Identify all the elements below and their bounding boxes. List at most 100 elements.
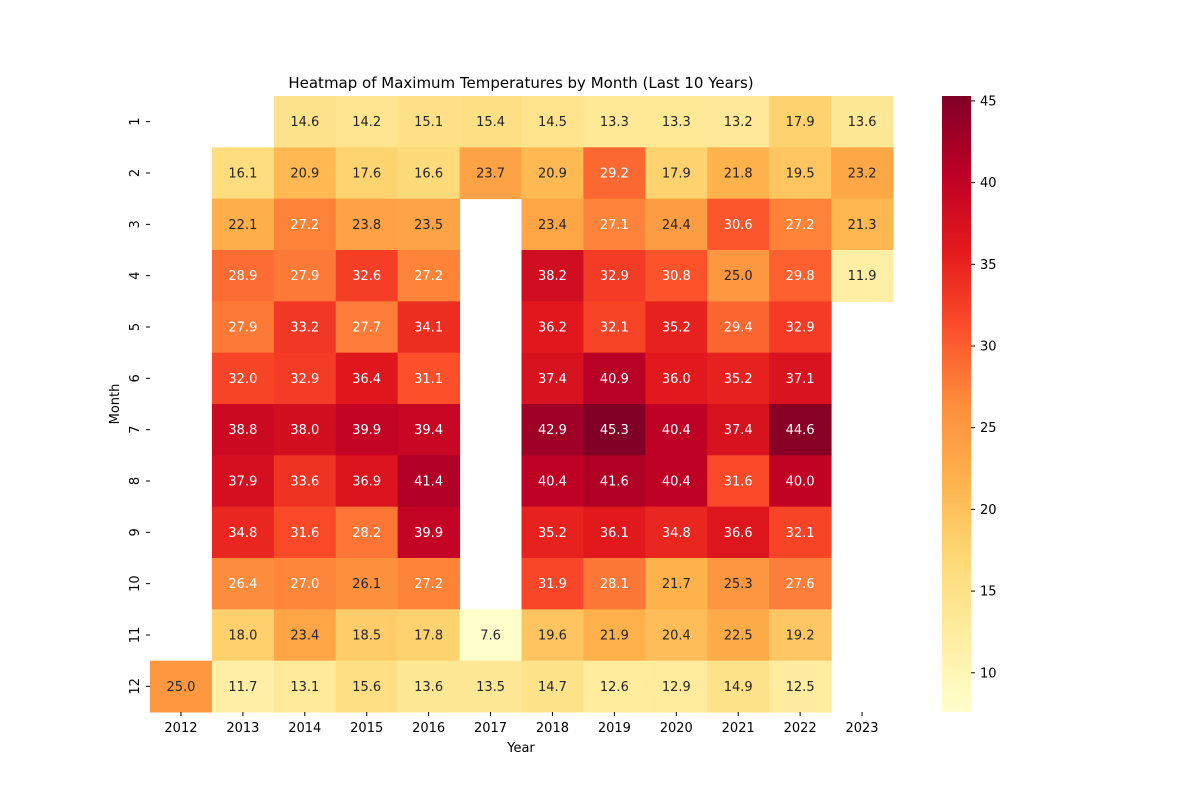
cell-label: 37.1: [786, 372, 815, 387]
cell-label: 32.9: [600, 269, 629, 284]
heatmap-cell: [769, 198, 832, 251]
heatmap-cell: [769, 301, 832, 354]
cell-label: 17.8: [414, 629, 443, 644]
heatmap-cell: [645, 147, 708, 200]
heatmap-cell: [397, 250, 461, 302]
heatmap-cell: [583, 455, 646, 508]
chart-title: Heatmap of Maximum Temperatures by Month…: [288, 74, 753, 92]
cell-label: 22.1: [228, 218, 257, 233]
heatmap-cell: [831, 96, 894, 148]
heatmap-cell: [335, 352, 399, 405]
cell-label: 12.9: [662, 680, 691, 695]
x-tick-label: 2021: [722, 721, 755, 736]
heatmap-cell: [211, 609, 275, 662]
heatmap-cell: [521, 96, 584, 148]
cell-label: 30.6: [724, 218, 753, 233]
colorbar-tick-label: 40: [980, 176, 997, 191]
cell-label: 29.2: [600, 167, 629, 182]
cell-label: 19.6: [538, 629, 567, 644]
x-tick-label: 2017: [474, 721, 507, 736]
heatmap-cell: [397, 506, 461, 559]
heatmap-cell: [211, 147, 275, 200]
heatmap-cell: [273, 250, 337, 302]
cell-label: 12.5: [786, 680, 815, 695]
cell-label: 24.4: [662, 218, 691, 233]
cell-label: 37.4: [724, 423, 753, 438]
x-tick-label: 2013: [226, 721, 259, 736]
cell-label: 30.8: [662, 269, 691, 284]
cell-label: 36.4: [352, 372, 381, 387]
cell-label: 34.1: [414, 321, 443, 336]
heatmap-cell: [645, 455, 708, 508]
cell-label: 21.8: [724, 167, 753, 182]
x-axis-label: Year: [506, 741, 535, 756]
colorbar-ticks: 10 15 20 25 30 35 40 45: [971, 94, 997, 681]
heatmap-cell: [273, 352, 337, 405]
cell-label: 31.1: [414, 372, 443, 387]
heatmap-cell: [397, 301, 461, 354]
heatmap-cell: [645, 506, 708, 559]
cell-label: 21.9: [600, 629, 629, 644]
heatmap-cell: [397, 147, 461, 200]
cell-label: 11.7: [228, 680, 257, 695]
heatmap-cell: [583, 198, 646, 251]
cell-label: 36.1: [600, 526, 629, 541]
heatmap-cell: [211, 301, 275, 354]
cell-label: 13.2: [724, 115, 753, 130]
heatmap-cell: [397, 660, 461, 713]
cell-label: 22.5: [724, 629, 753, 644]
cell-label: 35.2: [538, 526, 567, 541]
heatmap-cell: [459, 96, 522, 148]
heatmap-cell: [459, 660, 522, 713]
heatmap-cell: [645, 352, 708, 405]
heatmap-cell: [583, 147, 646, 200]
cell-label: 39.4: [414, 423, 443, 438]
cell-label: 27.2: [290, 218, 319, 233]
heatmap-cell: [459, 609, 522, 662]
cell-label: 39.9: [352, 423, 381, 438]
cell-label: 14.9: [724, 680, 753, 695]
cell-label: 32.9: [290, 372, 319, 387]
cell-label: 26.4: [228, 577, 257, 592]
heatmap-cell: [769, 609, 832, 662]
heatmap-cell: [397, 404, 461, 456]
colorbar-tick-label: 30: [980, 339, 997, 354]
cell-label: 40.4: [662, 423, 691, 438]
cell-label: 21.7: [662, 577, 691, 592]
cell-label: 14.6: [290, 115, 319, 130]
heatmap-cell: [521, 660, 584, 713]
heatmap-cell: [583, 301, 646, 354]
y-tick-label: 11: [128, 627, 143, 644]
colorbar-tick-label: 15: [980, 585, 997, 600]
cell-label: 36.2: [538, 321, 567, 336]
heatmap-cell: [211, 250, 275, 302]
heatmap-cell: [645, 558, 708, 610]
cell-label: 36.6: [724, 526, 753, 541]
cell-label: 29.4: [724, 321, 753, 336]
heatmap-cell: [521, 506, 584, 559]
cell-label: 23.4: [290, 629, 319, 644]
y-tick-label: 7: [128, 426, 143, 434]
heatmap-cell: [769, 660, 832, 713]
colorbar-tick-label: 20: [980, 503, 997, 518]
heatmap-cell: [211, 404, 275, 456]
cell-label: 42.9: [538, 423, 567, 438]
y-tick-label: 12: [128, 678, 143, 695]
cell-label: 14.2: [352, 115, 381, 130]
cell-label: 23.7: [476, 167, 505, 182]
heatmap-cell: [335, 250, 399, 302]
heatmap-cell: [273, 506, 337, 559]
x-axis: 2012 2013 2014 2015 2016 2017 2018 2019 2020 2021…: [164, 712, 879, 736]
y-tick-label: 10: [128, 575, 143, 592]
cell-label: 37.9: [228, 475, 257, 490]
y-tick-label: 1: [128, 118, 143, 126]
cell-label: 11.9: [848, 269, 877, 284]
heatmap-cell: [707, 506, 770, 559]
heatmap-cell: [707, 455, 770, 508]
heatmap-cell: [335, 455, 399, 508]
cell-label: 38.2: [538, 269, 567, 284]
cell-label: 14.5: [538, 115, 567, 130]
cell-label: 38.8: [228, 423, 257, 438]
cell-label: 36.0: [662, 372, 691, 387]
heatmap-cell: [583, 660, 646, 713]
